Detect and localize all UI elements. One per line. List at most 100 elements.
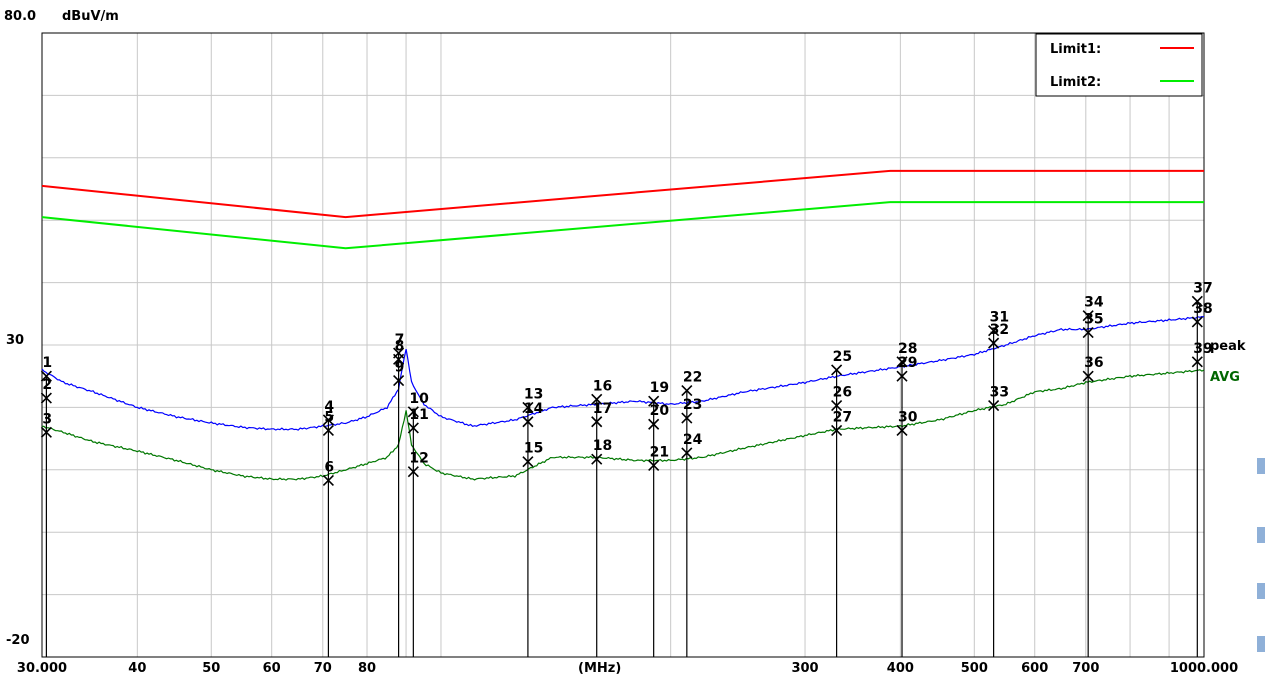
marker-22-cross [681,384,693,397]
marker-9-label: 9 [395,360,405,376]
x-tick-label: 500 [961,661,988,676]
marker-17-label: 17 [593,401,612,417]
trace-peak [41,315,1205,431]
y-bottom-value: -20 [6,633,30,648]
marker-35-label: 35 [1084,312,1103,328]
marker-25-label: 25 [833,349,852,365]
marker-20-label: 20 [650,403,670,419]
marker-10-label: 10 [409,391,429,407]
marker-14-label: 14 [524,401,544,417]
marker-29-cross [896,370,908,382]
marker-21-cross [648,459,660,471]
marker-5-cross [322,424,334,437]
page-edge-decoration [1257,458,1265,652]
x-tick-label: 50 [202,661,220,676]
marker-13-cross [522,401,534,413]
x-tick-label: 60 [263,661,281,676]
marker-30-cross [896,424,908,437]
marker-28-label: 28 [898,341,917,357]
marker-37-cross [1191,295,1203,307]
marker-30-label: 30 [898,409,918,425]
marker-38-label: 38 [1193,301,1212,317]
marker-3-label: 3 [42,411,52,427]
marker-16-cross [591,393,603,405]
trace-labels: peak AVG [1210,339,1246,385]
trace-avg [41,369,1205,481]
marker-39-label: 39 [1193,341,1212,357]
marker-11-label: 11 [409,407,428,423]
marker-16-label: 16 [593,378,612,394]
marker-34-cross [1082,310,1094,322]
measurement-markers: 1234567891011121314151617181920212223242… [40,280,1213,657]
marker-14-cross [522,416,534,428]
marker-18-label: 18 [593,438,612,454]
marker-36-label: 36 [1084,355,1103,371]
marker-31-cross [988,325,1000,337]
marker-6-label: 6 [324,459,334,475]
legend-label-limit1: Limit1: [1050,42,1101,57]
x-tick-label: 40 [128,661,146,676]
plot-frame [41,32,1205,658]
marker-12-cross [407,466,419,478]
marker-21-label: 21 [650,444,669,460]
y-top-value: 80.0 [4,9,36,24]
marker-5-label: 5 [324,409,334,425]
marker-3-cross [40,426,52,438]
marker-4-cross [322,414,334,426]
marker-25-cross [831,364,843,376]
edge-square [1257,583,1265,599]
edge-square [1257,458,1265,474]
x-unit-label: (MHz) [578,661,621,676]
marker-33-label: 33 [990,385,1009,401]
marker-15-label: 15 [524,441,543,457]
y-mid-value: 30 [6,333,24,348]
legend-box [1035,33,1203,97]
marker-17-cross [591,416,603,428]
trace-label-avg: AVG [1210,370,1240,385]
edge-square [1257,636,1265,652]
marker-4-label: 4 [324,399,334,415]
x-tick-label: 70 [314,661,332,676]
marker-33-cross [988,399,1000,412]
edge-square [1257,527,1265,543]
marker-7-label: 7 [395,332,405,348]
x-tick-label: 1000.000 [1170,661,1238,676]
marker-8-label: 8 [395,338,405,354]
marker-10-cross [407,406,419,418]
marker-19-cross [648,395,660,407]
marker-29-label: 29 [898,355,917,371]
x-tick-label: 700 [1072,661,1099,676]
marker-20-cross [648,418,660,430]
limit-line-limit2 [41,201,1204,250]
marker-34-label: 34 [1084,295,1104,311]
marker-36-cross [1082,370,1094,382]
marker-28-cross [896,356,908,368]
x-axis-ticks: 30.000 40 50 60 70 80 300 400 500 600 700 1000.000 [17,661,1238,676]
measurement-traces [41,315,1205,481]
marker-22-label: 22 [683,370,702,386]
marker-13-label: 13 [524,386,543,402]
x-tick-label: 30.000 [17,661,67,676]
x-tick-label: 600 [1021,661,1048,676]
marker-6-cross [322,474,334,486]
trace-label-peak: peak [1210,339,1246,354]
marker-27-label: 27 [833,409,852,425]
marker-24-cross [681,447,693,459]
marker-26-label: 26 [833,385,852,401]
marker-39-cross [1191,356,1203,368]
marker-2-cross [40,392,52,404]
marker-32-cross [988,337,1000,349]
marker-12-label: 12 [409,451,428,467]
marker-2-label: 2 [42,377,52,393]
marker-23-label: 23 [683,397,702,413]
marker-19-label: 19 [650,380,669,396]
marker-23-cross [681,412,693,424]
marker-24-label: 24 [683,432,703,448]
marker-32-label: 32 [990,322,1009,338]
limit-lines [41,169,1204,250]
marker-1-cross [40,370,52,382]
legend-label-limit2: Limit2: [1050,75,1101,90]
marker-9-cross [393,375,405,387]
marker-31-label: 31 [990,310,1009,326]
